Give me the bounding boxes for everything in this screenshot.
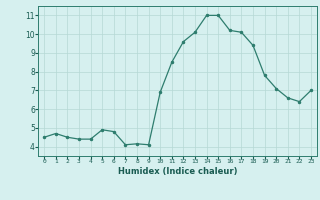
X-axis label: Humidex (Indice chaleur): Humidex (Indice chaleur): [118, 167, 237, 176]
